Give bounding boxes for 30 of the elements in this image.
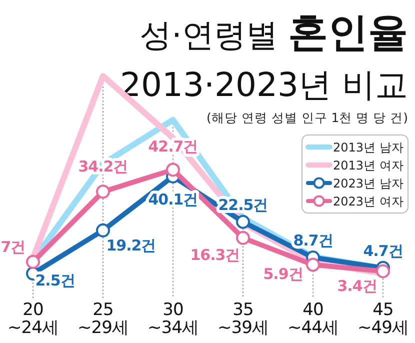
legend-label: 2013년 남자 [333, 140, 404, 154]
point [236, 214, 250, 229]
data-label: 3.4건 [337, 277, 377, 296]
x-tick-label: 25 ~29세 [78, 300, 128, 338]
point [96, 223, 110, 238]
point [26, 254, 40, 269]
chart-subtitle: 2013·2023년 비교 [120, 65, 408, 104]
data-label: 4.7건 [363, 242, 403, 260]
x-tick-label: 20 ~24세 [8, 300, 58, 338]
data-label: 40.1건 [148, 190, 198, 208]
legend-label: 2023년 남자 [333, 176, 404, 190]
data-label: 2.5건 [35, 272, 75, 290]
data-label: 7건 [0, 238, 26, 256]
point [306, 258, 320, 272]
data-label: 19.2건 [106, 236, 156, 254]
annotation: (해당 연령 성별 인구 1천 명 당 건) [206, 110, 408, 125]
chart-title: 성·연령별 혼인율 [140, 10, 408, 56]
data-label: 16.3건 [190, 246, 240, 264]
point [376, 264, 390, 278]
data-label: 5.9건 [263, 264, 303, 283]
point [236, 230, 250, 245]
x-tick-label: 45 ~49세 [358, 300, 408, 338]
x-tick-label: 35 ~39세 [218, 300, 268, 338]
data-label: 8.7건 [293, 232, 333, 250]
x-tick-label: 30 ~34세 [148, 300, 198, 338]
point [96, 184, 110, 199]
legend-label: 2023년 여자 [333, 194, 404, 208]
x-tick-label: 40 ~44세 [288, 300, 338, 338]
legend-label: 2013년 여자 [333, 158, 404, 172]
point [166, 162, 180, 177]
